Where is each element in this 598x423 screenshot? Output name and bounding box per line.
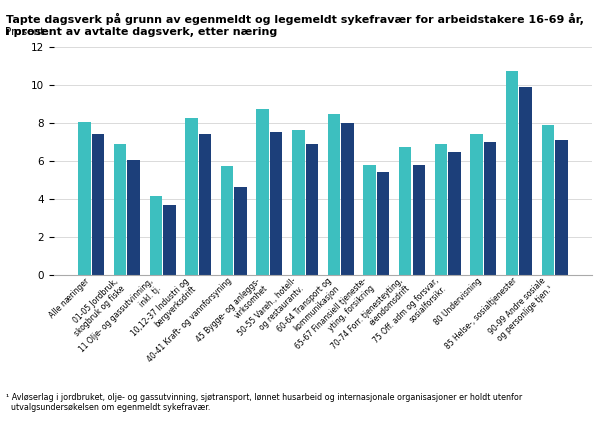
Text: ¹ Avløserlag i jordbruket, olje- og gassutvinning, sjøtransport, lønnet husarbei: ¹ Avløserlag i jordbruket, olje- og gass… — [6, 393, 522, 412]
Bar — [306, 144, 318, 275]
Bar — [150, 196, 162, 275]
Bar — [114, 144, 126, 275]
Bar — [413, 165, 425, 275]
Bar — [484, 142, 496, 275]
Bar — [435, 144, 447, 275]
Bar — [92, 134, 104, 275]
Bar — [270, 132, 282, 275]
Text: i prosent av avtalte dagsverk, etter næring: i prosent av avtalte dagsverk, etter nær… — [6, 27, 277, 38]
Bar — [364, 165, 376, 275]
Text: Prosent: Prosent — [5, 27, 45, 37]
Bar — [292, 130, 304, 275]
Bar — [257, 110, 269, 275]
Bar — [163, 205, 176, 275]
Bar — [199, 134, 211, 275]
Bar — [470, 134, 483, 275]
Bar — [185, 118, 198, 275]
Bar — [520, 87, 532, 275]
Bar — [341, 123, 354, 275]
Bar — [555, 140, 568, 275]
Bar — [127, 160, 140, 275]
Bar — [506, 71, 518, 275]
Text: Tapte dagsverk på grunn av egenmeldt og legemeldt sykefravær for arbeidstakere 1: Tapte dagsverk på grunn av egenmeldt og … — [6, 13, 584, 25]
Bar — [234, 187, 247, 275]
Bar — [78, 122, 91, 275]
Bar — [399, 148, 411, 275]
Bar — [328, 114, 340, 275]
Bar — [221, 167, 233, 275]
Bar — [377, 172, 389, 275]
Bar — [542, 125, 554, 275]
Bar — [448, 152, 460, 275]
